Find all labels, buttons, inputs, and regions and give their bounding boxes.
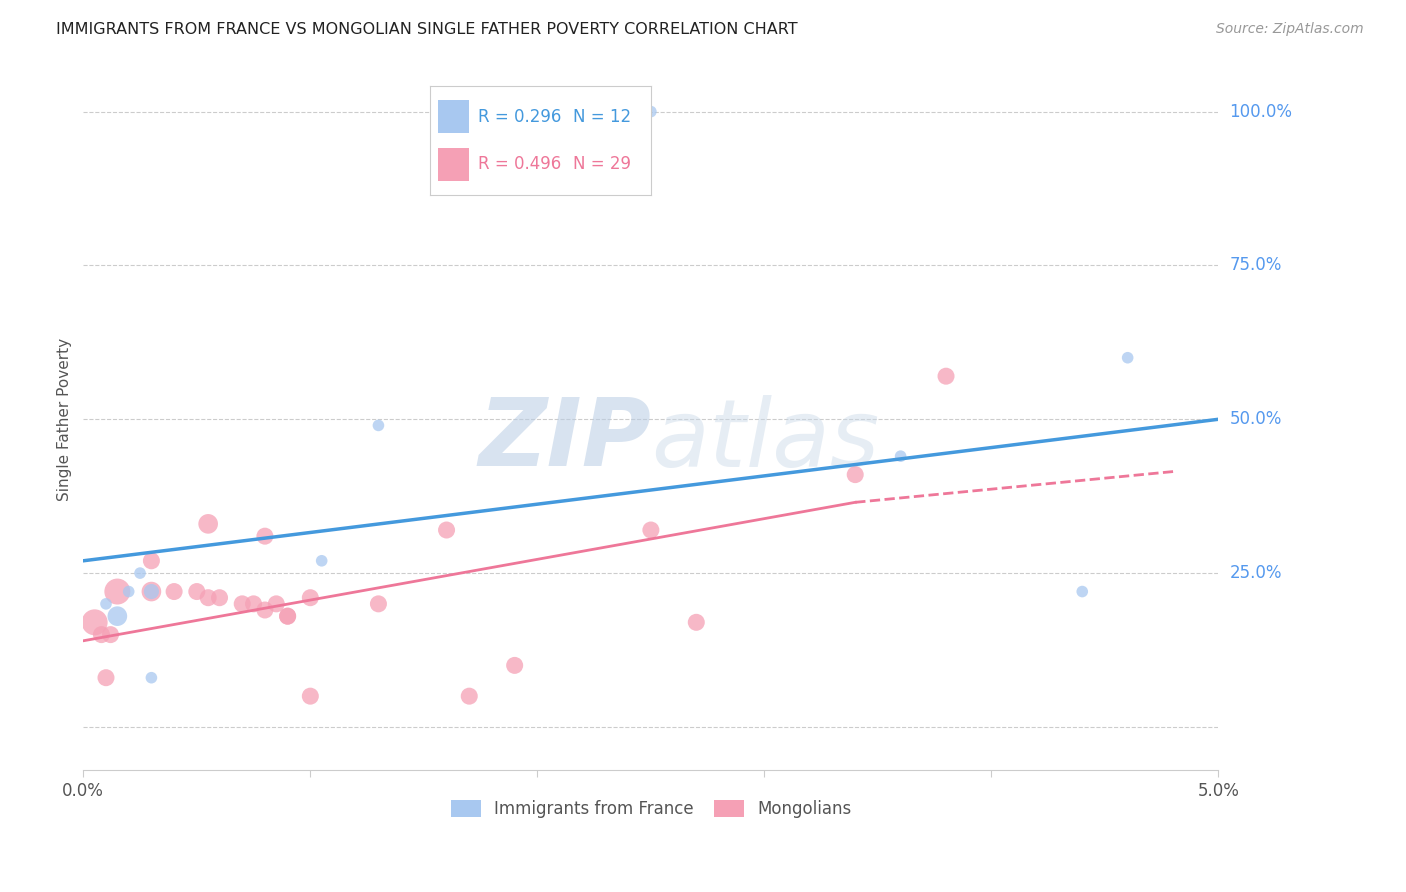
Point [1116, 351, 1139, 365]
Point [844, 467, 866, 482]
Point [242, 597, 264, 611]
Point [253, 603, 276, 617]
Point [186, 584, 208, 599]
Point [890, 449, 912, 463]
Y-axis label: Single Father Poverty: Single Father Poverty [58, 338, 72, 500]
Point [264, 597, 287, 611]
Point [141, 671, 163, 685]
Text: ZIP: ZIP [478, 394, 651, 486]
Point [208, 591, 231, 605]
Point [141, 584, 163, 599]
Point [118, 584, 141, 599]
Point [197, 591, 219, 605]
Point [685, 615, 707, 630]
Point [83, 615, 105, 630]
Point [458, 689, 481, 703]
Point [640, 104, 662, 119]
Point [640, 523, 662, 537]
Text: 50.0%: 50.0% [1230, 410, 1282, 428]
Point [436, 523, 458, 537]
Text: Source: ZipAtlas.com: Source: ZipAtlas.com [1216, 22, 1364, 37]
Point [90, 627, 112, 641]
Legend: Immigrants from France, Mongolians: Immigrants from France, Mongolians [444, 793, 858, 825]
Point [311, 554, 333, 568]
Point [197, 516, 219, 531]
Point [94, 671, 117, 685]
Point [277, 609, 299, 624]
Point [367, 597, 389, 611]
Point [935, 369, 957, 384]
Point [231, 597, 253, 611]
Point [129, 566, 152, 580]
Point [105, 609, 128, 624]
Point [163, 584, 186, 599]
Point [277, 609, 299, 624]
Point [141, 584, 163, 599]
Text: 100.0%: 100.0% [1230, 103, 1292, 120]
Point [141, 554, 163, 568]
Point [1071, 584, 1094, 599]
Point [367, 418, 389, 433]
Point [100, 627, 122, 641]
Text: IMMIGRANTS FROM FRANCE VS MONGOLIAN SINGLE FATHER POVERTY CORRELATION CHART: IMMIGRANTS FROM FRANCE VS MONGOLIAN SING… [56, 22, 797, 37]
Text: atlas: atlas [651, 395, 879, 486]
Point [94, 597, 117, 611]
Point [253, 529, 276, 543]
Point [105, 584, 128, 599]
Point [503, 658, 526, 673]
Text: 25.0%: 25.0% [1230, 564, 1282, 582]
Text: 75.0%: 75.0% [1230, 256, 1282, 275]
Point [299, 689, 322, 703]
Point [299, 591, 322, 605]
